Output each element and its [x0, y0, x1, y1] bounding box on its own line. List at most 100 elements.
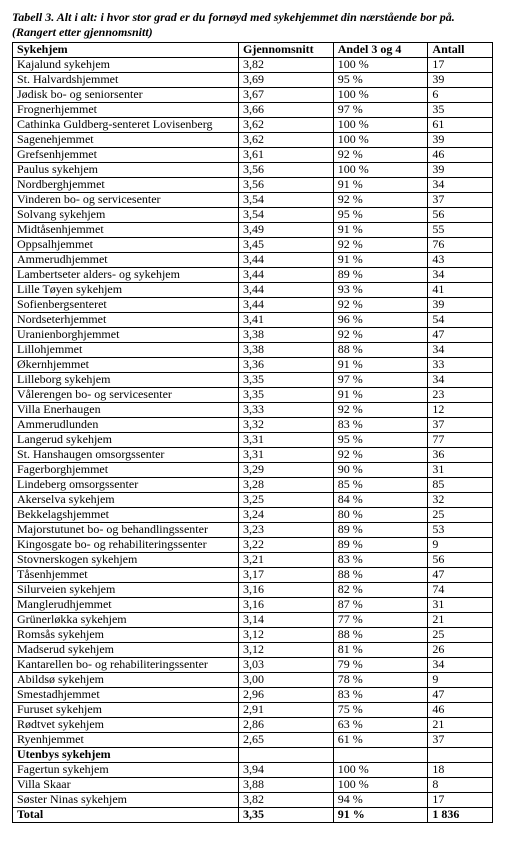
cell-avg: 3,44: [239, 253, 334, 268]
cell-avg: 3,14: [239, 613, 334, 628]
table-row: Frognerhjemmet3,6697 %35: [13, 103, 493, 118]
cell-share: 75 %: [333, 703, 428, 718]
cell-name: Nordseterhjemmet: [13, 313, 239, 328]
cell-name: Jødisk bo- og seniorsenter: [13, 88, 239, 103]
cell-name: Madserud sykehjem: [13, 643, 239, 658]
cell-avg: 3,35: [239, 808, 334, 823]
cell-share: 83 %: [333, 553, 428, 568]
cell-avg: 3,22: [239, 538, 334, 553]
cell-count: 23: [428, 388, 493, 403]
cell-avg: 3,38: [239, 328, 334, 343]
cell-avg: 3,49: [239, 223, 334, 238]
cell-count: 18: [428, 763, 493, 778]
cell-avg: 3,31: [239, 433, 334, 448]
cell-name: Økernhjemmet: [13, 358, 239, 373]
cell-count: 31: [428, 463, 493, 478]
table-row: Nordberghjemmet3,5691 %34: [13, 178, 493, 193]
cell-avg: 3,44: [239, 298, 334, 313]
cell-share: 92 %: [333, 238, 428, 253]
table-row: Grünerløkka sykehjem3,1477 %21: [13, 613, 493, 628]
cell-name: Abildsø sykehjem: [13, 673, 239, 688]
cell-avg: 3,82: [239, 58, 334, 73]
cell-share: 94 %: [333, 793, 428, 808]
cell-share: 100 %: [333, 133, 428, 148]
cell-name: Furuset sykehjem: [13, 703, 239, 718]
cell-avg: 3,67: [239, 88, 334, 103]
table-row: Solvang sykehjem3,5495 %56: [13, 208, 493, 223]
cell-name: Lille Tøyen sykehjem: [13, 283, 239, 298]
cell-count: 41: [428, 283, 493, 298]
header-avg: Gjennomsnitt: [239, 43, 334, 58]
cell-name: Villa Enerhaugen: [13, 403, 239, 418]
table-row: Vålerengen bo- og servicesenter3,3591 %2…: [13, 388, 493, 403]
cell-count: 39: [428, 163, 493, 178]
cell-name: Paulus sykehjem: [13, 163, 239, 178]
cell-avg: 3,21: [239, 553, 334, 568]
cell-avg: 3,17: [239, 568, 334, 583]
cell-count: 56: [428, 208, 493, 223]
cell-avg: 3,94: [239, 763, 334, 778]
cell-share: 91 %: [333, 253, 428, 268]
table-row: Langerud sykehjem3,3195 %77: [13, 433, 493, 448]
cell-name: Kantarellen bo- og rehabiliteringssenter: [13, 658, 239, 673]
cell-share: 89 %: [333, 538, 428, 553]
cell-share: 88 %: [333, 568, 428, 583]
table-row: Lilleborg sykehjem3,3597 %34: [13, 373, 493, 388]
cell-name: Fagertun sykehjem: [13, 763, 239, 778]
table-row: Sagenehjemmet3,62100 %39: [13, 133, 493, 148]
cell-avg: 3,44: [239, 283, 334, 298]
cell-share: 88 %: [333, 628, 428, 643]
cell-share: 91 %: [333, 358, 428, 373]
cell-share: 83 %: [333, 418, 428, 433]
table-row: Majorstutunet bo- og behandlingssenter3,…: [13, 523, 493, 538]
cell-share: 100 %: [333, 58, 428, 73]
cell-count: 53: [428, 523, 493, 538]
cell-count: 39: [428, 73, 493, 88]
cell-avg: 3,44: [239, 268, 334, 283]
cell-name: St. Hanshaugen omsorgssenter: [13, 448, 239, 463]
table-row: Kingosgate bo- og rehabiliteringssenter3…: [13, 538, 493, 553]
cell-share: 87 %: [333, 598, 428, 613]
cell-avg: 3,62: [239, 133, 334, 148]
table-row: St. Halvardshjemmet3,6995 %39: [13, 73, 493, 88]
table-row: Uranienborghjemmet3,3892 %47: [13, 328, 493, 343]
cell-count: 8: [428, 778, 493, 793]
cell-share: 80 %: [333, 508, 428, 523]
cell-count: 77: [428, 433, 493, 448]
header-count: Antall: [428, 43, 493, 58]
cell-share: 100 %: [333, 163, 428, 178]
cell-avg: 3,31: [239, 448, 334, 463]
cell-name: Rødtvet sykehjem: [13, 718, 239, 733]
cell-share: 91 %: [333, 223, 428, 238]
cell-count: 34: [428, 178, 493, 193]
cell-avg: 3,23: [239, 523, 334, 538]
header-row: Sykehjem Gjennomsnitt Andel 3 og 4 Antal…: [13, 43, 493, 58]
cell-name: Bekkelagshjemmet: [13, 508, 239, 523]
cell-count: 85: [428, 478, 493, 493]
cell-avg: 3,32: [239, 418, 334, 433]
cell-name: Cathinka Guldberg-senteret Lovisenberg: [13, 118, 239, 133]
table-row: Ammerudlunden3,3283 %37: [13, 418, 493, 433]
cell-name: Lillohjemmet: [13, 343, 239, 358]
cell-count: 1 836: [428, 808, 493, 823]
table-row: Jødisk bo- og seniorsenter3,67100 %6: [13, 88, 493, 103]
table-row: Fagerborghjemmet3,2990 %31: [13, 463, 493, 478]
table-row: St. Hanshaugen omsorgssenter3,3192 %36: [13, 448, 493, 463]
cell-share: 97 %: [333, 103, 428, 118]
cell-name: Ammerudhjemmet: [13, 253, 239, 268]
cell-avg: 3,54: [239, 208, 334, 223]
cell-name: Majorstutunet bo- og behandlingssenter: [13, 523, 239, 538]
cell-count: 55: [428, 223, 493, 238]
cell-count: 76: [428, 238, 493, 253]
cell-name: Fagerborghjemmet: [13, 463, 239, 478]
cell-share: 90 %: [333, 463, 428, 478]
cell-avg: 3,36: [239, 358, 334, 373]
cell-share: 92 %: [333, 448, 428, 463]
cell-share: 92 %: [333, 148, 428, 163]
cell-count: 35: [428, 103, 493, 118]
table-row: Akerselva sykehjem3,2584 %32: [13, 493, 493, 508]
cell-name: Grünerløkka sykehjem: [13, 613, 239, 628]
cell-count: 6: [428, 88, 493, 103]
cell-share: 100 %: [333, 88, 428, 103]
cell-count: 54: [428, 313, 493, 328]
